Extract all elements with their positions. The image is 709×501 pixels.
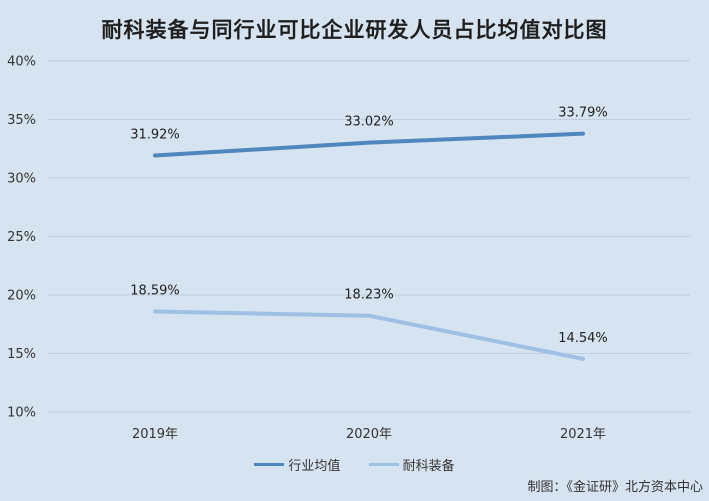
data-label: 18.23% [344, 288, 394, 303]
legend: 行业均值 耐科装备 [0, 455, 709, 474]
data-label: 18.59% [130, 283, 180, 298]
series-line-1 [153, 309, 585, 361]
legend-swatch-industry-avg [254, 463, 285, 466]
legend-item-naike: 耐科装备 [368, 455, 455, 474]
legend-label-industry-avg: 行业均值 [288, 459, 341, 474]
x-tick-label: 2021年 [560, 427, 606, 442]
y-tick-label: 40% [7, 55, 36, 70]
series-line-0 [153, 131, 585, 158]
data-label: 31.92% [130, 128, 180, 143]
x-tick-label: 2019年 [132, 427, 178, 442]
y-tick-label: 35% [7, 113, 36, 128]
legend-swatch-naike [368, 463, 399, 466]
y-tick-label: 30% [7, 172, 36, 187]
x-tick-label: 2020年 [346, 427, 392, 442]
y-tick-label: 20% [7, 289, 36, 304]
source-footer: 制图：《金证研》北方资本中心 [527, 480, 703, 495]
legend-label-naike: 耐科装备 [402, 459, 455, 474]
y-tick-label: 15% [7, 347, 36, 362]
data-label: 33.02% [344, 115, 394, 130]
y-tick-label: 10% [7, 406, 36, 421]
legend-item-industry-avg: 行业均值 [254, 455, 340, 474]
data-label: 14.54% [558, 331, 608, 346]
chart-title: 耐科装备与同行业可比企业研发人员占比均值对比图 [101, 18, 608, 42]
data-label: 33.79% [558, 106, 608, 121]
y-tick-label: 25% [7, 230, 36, 245]
